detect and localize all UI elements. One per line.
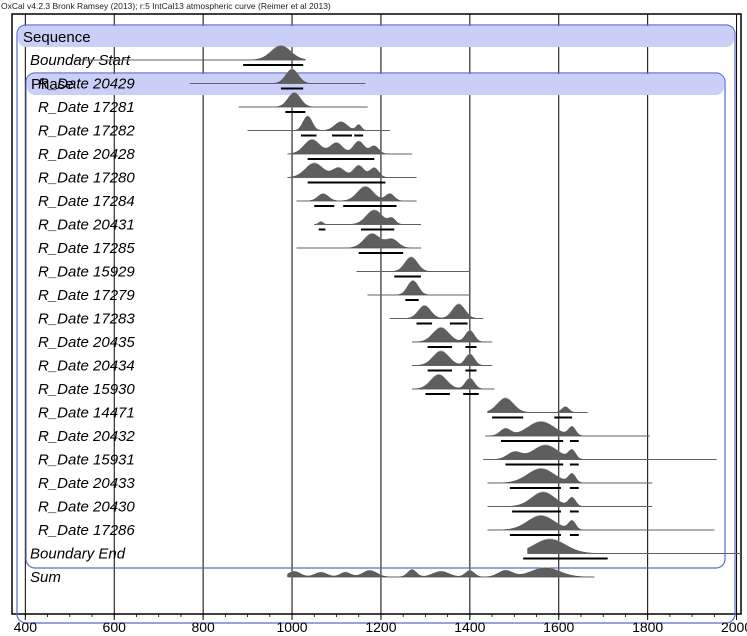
row-r-date-17284: R_Date 17284 xyxy=(38,186,417,210)
row-label: R_Date 20432 xyxy=(38,428,135,445)
posterior-shape xyxy=(412,327,493,343)
posterior-shape xyxy=(487,515,715,531)
posterior-shape xyxy=(411,374,495,390)
x-tick-label: 400 xyxy=(14,619,38,635)
row-r-date-17286: R_Date 17286 xyxy=(38,515,715,539)
row-r-date-20428: R_Date 20428 xyxy=(38,139,413,163)
x-tick-label: 1200 xyxy=(365,619,396,635)
posterior-shape xyxy=(487,468,653,484)
row-label: R_Date 14471 xyxy=(38,405,135,422)
row-label: R_Date 17282 xyxy=(38,123,135,140)
row-r-date-15929: R_Date 15929 xyxy=(38,256,470,281)
posterior-shape xyxy=(487,492,653,507)
row-label: R_Date 20434 xyxy=(38,358,135,375)
row-label: R_Date 17285 xyxy=(38,240,135,257)
row-r-date-17282: R_Date 17282 xyxy=(38,115,390,140)
x-tick-label: 2000 xyxy=(721,619,747,635)
row-label: R_Date 20430 xyxy=(38,499,135,516)
row-label: R_Date 20435 xyxy=(38,334,135,351)
posterior-shape xyxy=(389,304,484,319)
row-label: R_Date 17283 xyxy=(38,311,135,328)
header-text: OxCal v4.2.3 Bronk Ramsey (2013); r:5 In… xyxy=(1,1,331,11)
posterior-shape xyxy=(238,92,368,108)
row-r-date-15930: R_Date 15930 xyxy=(38,374,495,398)
posterior-shape xyxy=(485,421,650,437)
row-label: Boundary End xyxy=(30,546,126,563)
sequence-label: Sequence xyxy=(23,29,91,46)
row-label: R_Date 17281 xyxy=(38,99,135,116)
phase-box xyxy=(25,72,726,569)
distribution-rows: Boundary Start R_Date 20429 R_Date 17281 R_… xyxy=(30,45,741,586)
plot-frame xyxy=(11,13,742,615)
posterior-shape xyxy=(296,186,417,202)
posterior-shape xyxy=(483,445,717,460)
x-tick-label: 1600 xyxy=(543,619,574,635)
posterior-shape xyxy=(356,257,470,272)
posterior-shape xyxy=(296,233,421,249)
row-r-date-15931: R_Date 15931 xyxy=(38,444,717,469)
row-label: R_Date 20428 xyxy=(38,146,135,163)
row-r-date-20429: R_Date 20429 xyxy=(38,68,366,93)
row-r-date-14471: R_Date 14471 xyxy=(38,397,588,422)
row-label: R_Date 20429 xyxy=(38,76,135,93)
row-boundary-end: Boundary End xyxy=(30,538,741,563)
row-r-date-20430: R_Date 20430 xyxy=(38,491,653,516)
posterior-shape xyxy=(74,45,306,61)
row-r-date-20433: R_Date 20433 xyxy=(38,468,653,492)
posterior-shape xyxy=(247,116,390,131)
x-axis: 400 600 800 1000 1200 1400 1600 1800 2000 xyxy=(14,614,747,635)
posterior-shape xyxy=(367,280,470,296)
row-label: R_Date 17280 xyxy=(38,170,135,187)
posterior-shape xyxy=(527,539,741,554)
row-r-date-20435: R_Date 20435 xyxy=(38,327,493,351)
row-label: Sum xyxy=(30,569,61,586)
row-label: R_Date 20433 xyxy=(38,475,135,492)
row-r-date-17279: R_Date 17279 xyxy=(38,280,470,304)
row-label: R_Date 20431 xyxy=(38,217,135,234)
row-label: R_Date 17279 xyxy=(38,287,135,304)
row-r-date-17283: R_Date 17283 xyxy=(38,303,484,328)
row-r-date-20434: R_Date 20434 xyxy=(38,350,493,375)
sequence-header xyxy=(18,26,734,47)
posterior-shape xyxy=(189,69,366,84)
posterior-shape xyxy=(412,351,493,366)
x-tick-label: 800 xyxy=(191,619,215,635)
phase-label: Phase xyxy=(31,76,74,93)
row-label: R_Date 15929 xyxy=(38,264,135,281)
posterior-shape xyxy=(487,398,588,413)
row-label: R_Date 17286 xyxy=(38,522,135,539)
x-tick-label: 1000 xyxy=(276,619,307,635)
x-tick-label: 600 xyxy=(103,619,127,635)
phase-header xyxy=(27,74,724,95)
posterior-shape xyxy=(287,163,417,178)
row-sum: Sum xyxy=(30,567,595,586)
row-r-date-20431: R_Date 20431 xyxy=(38,209,421,234)
sequence-box xyxy=(16,24,736,624)
posterior-shape xyxy=(287,567,595,578)
x-tick-label: 1400 xyxy=(454,619,485,635)
posterior-shape xyxy=(314,210,421,225)
row-label: R_Date 17284 xyxy=(38,193,135,210)
row-label: R_Date 15931 xyxy=(38,452,135,469)
row-boundary-start: Boundary Start xyxy=(30,45,306,69)
row-r-date-20432: R_Date 20432 xyxy=(38,421,650,445)
row-label: R_Date 15930 xyxy=(38,381,135,398)
posterior-shape xyxy=(287,139,413,155)
row-r-date-17281: R_Date 17281 xyxy=(38,92,368,116)
grid-lines xyxy=(24,14,738,614)
x-tick-label: 1800 xyxy=(632,619,663,635)
row-r-date-17280: R_Date 17280 xyxy=(38,162,417,187)
row-r-date-17285: R_Date 17285 xyxy=(38,233,421,257)
